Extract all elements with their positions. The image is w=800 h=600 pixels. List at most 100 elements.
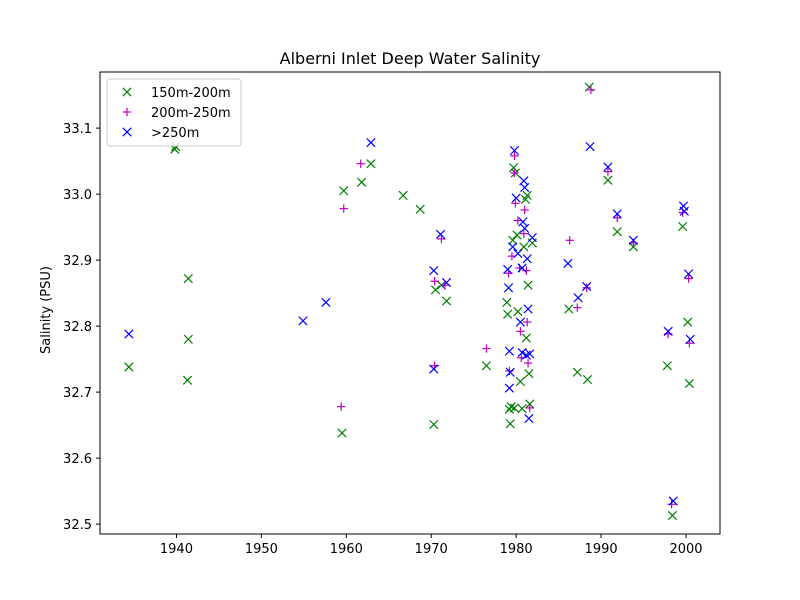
data-point xyxy=(504,346,514,356)
data-point xyxy=(524,413,534,424)
legend-marker xyxy=(122,107,132,117)
data-point xyxy=(183,334,193,344)
data-point xyxy=(510,151,519,161)
x-tick-label: 1980 xyxy=(500,542,533,557)
data-point xyxy=(482,344,491,353)
data-point xyxy=(182,375,193,385)
data-point xyxy=(563,258,573,269)
data-point xyxy=(684,378,695,389)
data-point xyxy=(522,254,532,264)
y-tick-label: 32.5 xyxy=(63,518,92,533)
x-tick-label: 1990 xyxy=(585,542,618,557)
data-point xyxy=(503,283,514,293)
data-point xyxy=(519,229,529,238)
x-tick-label: 1950 xyxy=(245,542,278,557)
legend-label: >250m xyxy=(151,126,199,141)
data-point xyxy=(523,280,533,290)
data-point xyxy=(508,163,519,173)
data-point xyxy=(521,350,531,360)
plot-frame xyxy=(99,71,721,535)
legend: 150m-200m 200m-250m >250m xyxy=(106,78,242,147)
data-point xyxy=(513,306,523,317)
data-point xyxy=(481,361,492,371)
data-point xyxy=(516,327,525,336)
data-point xyxy=(440,280,450,290)
y-tick-label: 33.1 xyxy=(63,122,92,137)
data-point xyxy=(520,205,529,215)
data-point xyxy=(524,368,534,379)
data-point xyxy=(573,293,583,303)
series-2 xyxy=(337,85,694,509)
data-point xyxy=(520,182,530,193)
x-tick-label: 1960 xyxy=(330,542,363,557)
data-point xyxy=(510,168,519,178)
series-3 xyxy=(124,137,695,506)
data-point xyxy=(509,403,520,413)
data-point xyxy=(522,190,532,201)
legend-label: 200m-250m xyxy=(151,106,231,121)
data-point xyxy=(683,317,693,327)
data-point xyxy=(586,85,596,95)
data-point xyxy=(628,235,638,245)
data-point xyxy=(521,333,531,343)
data-point xyxy=(339,204,348,213)
y-tick-label: 32.8 xyxy=(63,320,92,335)
data-point xyxy=(515,376,526,387)
data-point xyxy=(124,362,134,372)
data-point xyxy=(520,223,530,234)
data-point xyxy=(582,283,591,293)
y-tick-label: 32.7 xyxy=(63,386,92,401)
data-point xyxy=(513,216,523,225)
legend-marker xyxy=(122,87,132,97)
data-point xyxy=(513,248,523,259)
data-point xyxy=(503,264,513,274)
data-point xyxy=(441,277,452,288)
data-point xyxy=(517,347,527,358)
data-point xyxy=(511,193,521,203)
data-point xyxy=(585,141,595,152)
data-point xyxy=(356,159,365,168)
y-tick-label: 32.9 xyxy=(63,254,92,269)
data-point xyxy=(523,358,533,368)
y-tick-label: 32.6 xyxy=(63,452,92,467)
data-point xyxy=(515,317,526,327)
data-point xyxy=(441,296,452,306)
data-point xyxy=(366,137,376,148)
data-point xyxy=(398,190,408,201)
legend-frame xyxy=(106,78,242,147)
data-point xyxy=(565,236,574,245)
x-tick-label: 1940 xyxy=(160,542,193,557)
data-point xyxy=(667,510,678,521)
legend-marker xyxy=(122,127,132,137)
data-point xyxy=(356,177,367,187)
data-point xyxy=(517,403,527,414)
data-point xyxy=(337,402,346,411)
data-point xyxy=(511,199,520,208)
x-tick-label: 1970 xyxy=(415,542,448,557)
data-point xyxy=(613,213,622,223)
data-point xyxy=(525,349,535,359)
data-point xyxy=(298,316,308,326)
data-point xyxy=(437,234,446,244)
data-point xyxy=(582,374,593,385)
data-point xyxy=(430,277,439,286)
data-point xyxy=(523,317,532,327)
data-point xyxy=(183,273,193,284)
data-point xyxy=(527,233,537,243)
data-point xyxy=(667,500,676,509)
data-point xyxy=(685,334,695,344)
data-point xyxy=(679,206,689,216)
data-point xyxy=(429,419,439,430)
data-point xyxy=(525,403,534,413)
data-point xyxy=(662,361,672,371)
data-point xyxy=(366,159,376,169)
data-point xyxy=(339,186,349,196)
data-point xyxy=(321,297,331,307)
data-point xyxy=(503,309,513,319)
data-point xyxy=(582,281,592,292)
y-axis-label: Salinity (PSU) xyxy=(39,266,54,354)
data-point xyxy=(573,303,582,312)
data-point xyxy=(512,230,522,240)
data-point xyxy=(504,383,514,393)
